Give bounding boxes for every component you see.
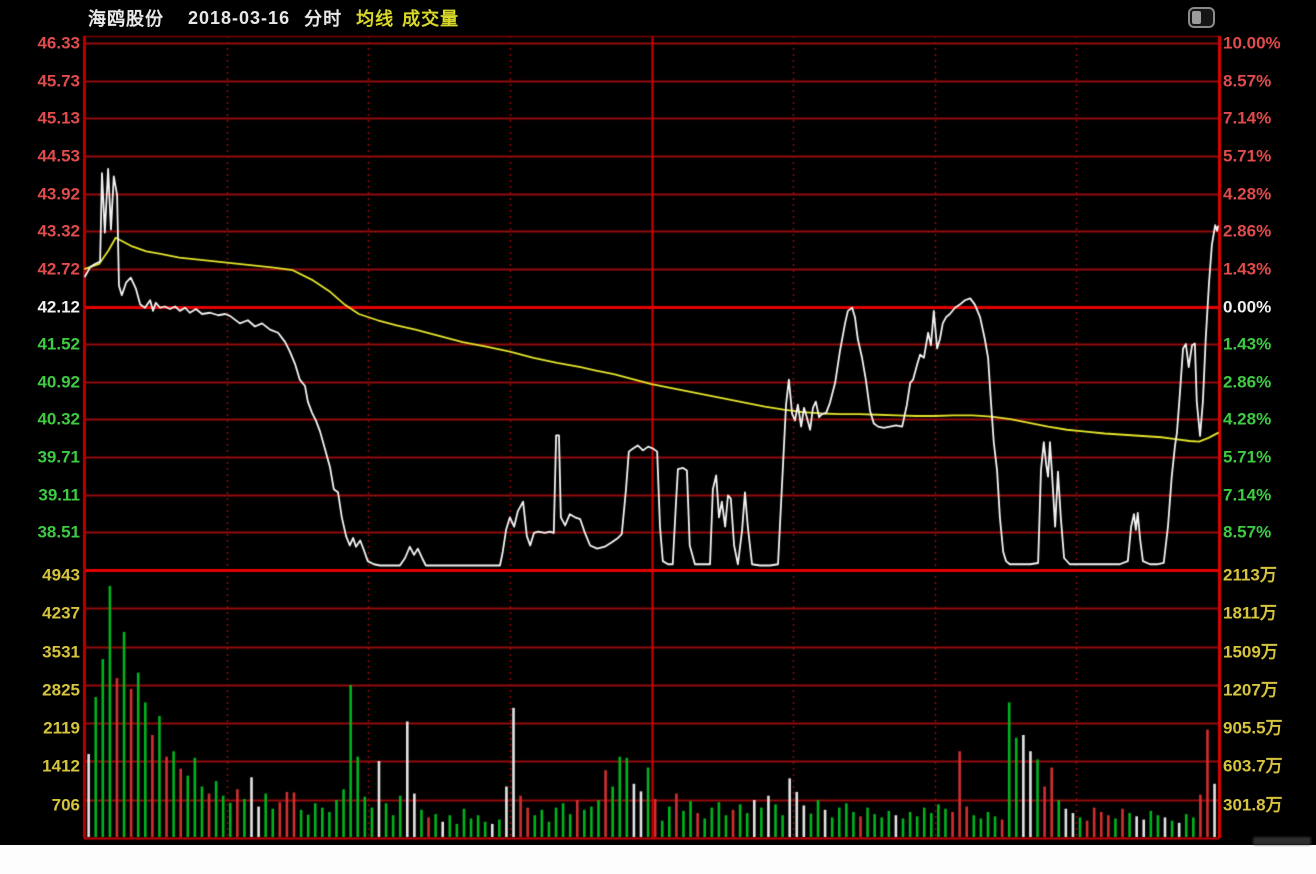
volume-tick-label: 706 [51, 795, 80, 815]
ma-legend-label[interactable]: 均线 [356, 9, 395, 29]
pct-tick-label: 7.14% [1223, 485, 1272, 505]
pct-tick-label: 5.71% [1223, 146, 1272, 166]
pct-tick-label: 4.28% [1223, 409, 1272, 429]
pct-tick-label: 1.43% [1223, 259, 1272, 279]
price-tick-label: 44.53 [37, 146, 80, 166]
pct-tick-label: 8.57% [1223, 71, 1272, 91]
pct-tick-label: 10.00% [1223, 33, 1281, 53]
volume-tick-label: 4237 [42, 603, 80, 623]
pct-tick-label: 8.57% [1223, 522, 1272, 542]
chart-titlebar: 海鸥股份 2018-03-16 分时 均线 成交量 [88, 5, 459, 31]
price-tick-label: 39.11 [38, 485, 80, 505]
pct-tick-label: 2.86% [1223, 372, 1272, 392]
layout-panel-icon[interactable] [1188, 7, 1215, 28]
price-tick-label: 42.12 [37, 297, 80, 316]
bottom-right-smudge [1253, 837, 1311, 845]
amount-tick-label: 1811万 [1223, 603, 1277, 623]
chart-type-label: 分时 [304, 9, 343, 29]
volume-tick-label: 1412 [42, 756, 80, 776]
pct-tick-label: 5.71% [1223, 447, 1272, 467]
price-tick-label: 41.52 [37, 334, 80, 354]
pct-tick-label: 1.43% [1223, 334, 1272, 354]
pct-tick-label: 7.14% [1223, 108, 1272, 128]
intraday-chart-canvas[interactable] [0, 0, 1316, 845]
price-tick-label: 40.92 [37, 372, 80, 392]
price-tick-label: 43.32 [37, 221, 80, 241]
price-tick-label: 39.71 [37, 447, 80, 467]
pct-tick-label: 0.00% [1223, 297, 1272, 316]
stock-name: 海鸥股份 [88, 9, 164, 29]
pct-tick-label: 2.86% [1223, 221, 1272, 241]
amount-tick-label: 1509万 [1223, 642, 1278, 662]
price-tick-label: 43.92 [37, 184, 80, 204]
price-tick-label: 46.33 [37, 33, 80, 53]
price-tick-label: 45.73 [37, 71, 80, 91]
amount-tick-label: 603.7万 [1223, 756, 1283, 776]
price-tick-label: 42.72 [37, 259, 80, 279]
bottom-strip [0, 837, 1316, 874]
price-tick-label: 38.51 [37, 522, 80, 542]
amount-tick-label: 1207万 [1223, 680, 1278, 700]
amount-tick-label: 905.5万 [1223, 718, 1283, 738]
volume-tick-label: 3531 [42, 642, 80, 662]
chart-date: 2018-03-16 [188, 7, 291, 28]
volume-tick-label: 2825 [42, 680, 80, 700]
price-tick-label: 40.32 [37, 409, 80, 429]
pct-tick-label: 4.28% [1223, 184, 1272, 204]
layout-panel-icon-fill [1192, 11, 1201, 24]
price-tick-label: 45.13 [37, 108, 80, 128]
amount-tick-label: 2113万 [1223, 565, 1277, 585]
volume-tick-label: 4943 [42, 565, 80, 585]
volume-legend-label[interactable]: 成交量 [402, 9, 460, 29]
amount-tick-label: 301.8万 [1223, 795, 1283, 815]
volume-tick-label: 2119 [43, 718, 80, 738]
